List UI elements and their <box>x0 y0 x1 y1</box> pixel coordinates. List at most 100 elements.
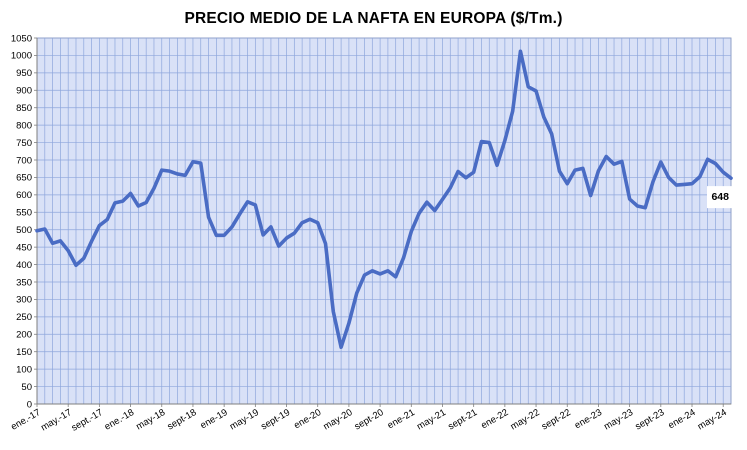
data-point <box>231 226 233 228</box>
y-tick-label: 100 <box>16 364 32 375</box>
x-tick-label: sept-23 <box>633 407 666 432</box>
data-point <box>270 226 272 228</box>
x-tick-label: ene-19 <box>199 407 230 431</box>
data-point <box>496 164 498 166</box>
data-point <box>356 292 358 294</box>
data-point <box>348 322 350 324</box>
data-point <box>675 184 677 186</box>
x-tick-label: sept-22 <box>540 407 573 432</box>
data-point <box>433 209 435 211</box>
data-point <box>278 245 280 247</box>
data-point <box>597 170 599 172</box>
data-point <box>98 224 100 226</box>
data-point <box>254 204 256 206</box>
data-point <box>246 201 248 203</box>
data-point <box>699 176 701 178</box>
y-tick-label: 800 <box>16 120 32 131</box>
data-point <box>340 346 342 348</box>
x-tick-label: ene-23 <box>573 407 604 431</box>
data-point <box>511 110 513 112</box>
data-point <box>449 187 451 189</box>
data-point <box>67 249 69 251</box>
data-point <box>363 274 365 276</box>
data-point <box>168 170 170 172</box>
x-tick-label: sept-21 <box>446 407 479 432</box>
data-point <box>683 183 685 185</box>
data-point <box>418 212 420 214</box>
data-point <box>371 270 373 272</box>
x-tick-label: sept-18 <box>166 407 199 432</box>
data-point <box>129 192 131 194</box>
data-point <box>59 240 61 242</box>
end-label-box <box>707 186 733 209</box>
x-tick-label: may-23 <box>602 407 635 432</box>
data-point <box>519 50 521 52</box>
y-tick-label: 950 <box>16 68 32 79</box>
data-point <box>426 201 428 203</box>
data-point <box>145 201 147 203</box>
chart-title: PRECIO MEDIO DE LA NAFTA EN EUROPA ($/Tm… <box>184 10 563 27</box>
data-point <box>285 237 287 239</box>
x-tick-label: sept.-17 <box>70 407 105 434</box>
series-line <box>35 49 733 349</box>
data-point <box>574 169 576 171</box>
data-point <box>660 161 662 163</box>
data-point <box>114 202 116 204</box>
data-point <box>122 200 124 202</box>
data-point <box>75 264 77 266</box>
data-point <box>480 140 482 142</box>
data-point <box>51 242 53 244</box>
data-point <box>457 170 459 172</box>
data-point <box>332 310 334 312</box>
x-tick-label: ene-24 <box>666 407 697 431</box>
x-tick-label: may-19 <box>228 407 261 432</box>
y-tick-label: 250 <box>16 312 32 323</box>
data-point <box>644 207 646 209</box>
data-point <box>90 240 92 242</box>
data-point <box>582 167 584 169</box>
data-point <box>184 174 186 176</box>
data-point <box>691 183 693 185</box>
data-point <box>535 90 537 92</box>
data-point <box>36 230 38 232</box>
data-point <box>379 273 381 275</box>
data-point <box>652 180 654 182</box>
y-tick-label: 900 <box>16 86 32 97</box>
data-point <box>402 257 404 259</box>
data-point <box>262 234 264 236</box>
data-point <box>239 213 241 215</box>
data-point <box>488 141 490 143</box>
data-point <box>83 257 85 259</box>
data-point <box>106 218 108 220</box>
x-tick-label: ene-21 <box>386 407 417 431</box>
data-point <box>613 163 615 165</box>
y-tick-label: 150 <box>16 347 32 358</box>
data-point <box>410 230 412 232</box>
y-tick-label: 400 <box>16 260 32 271</box>
x-tick-label: may-21 <box>415 407 448 432</box>
y-tick-label: 850 <box>16 103 32 114</box>
data-point <box>566 183 568 185</box>
data-point <box>722 171 724 173</box>
data-point <box>301 222 303 224</box>
data-point <box>543 116 545 118</box>
y-tick-label: 450 <box>16 242 32 253</box>
data-point <box>223 234 225 236</box>
data-point <box>589 194 591 196</box>
y-tick-label: 1050 <box>11 33 32 44</box>
x-tick-label: sept-20 <box>353 407 386 432</box>
x-tick-label: may-18 <box>134 407 167 432</box>
data-point <box>550 133 552 135</box>
data-point <box>192 161 194 163</box>
data-point <box>387 270 389 272</box>
data-point <box>200 162 202 164</box>
data-point <box>504 139 506 141</box>
x-tick-label: ene.-17 <box>9 407 42 433</box>
data-point <box>527 86 529 88</box>
data-point <box>730 177 732 179</box>
x-tick-label: sept-19 <box>259 407 292 432</box>
x-tick-label: ene-22 <box>479 407 510 431</box>
data-point <box>394 276 396 278</box>
data-point <box>472 171 474 173</box>
x-tick-label: may-24 <box>696 407 729 432</box>
